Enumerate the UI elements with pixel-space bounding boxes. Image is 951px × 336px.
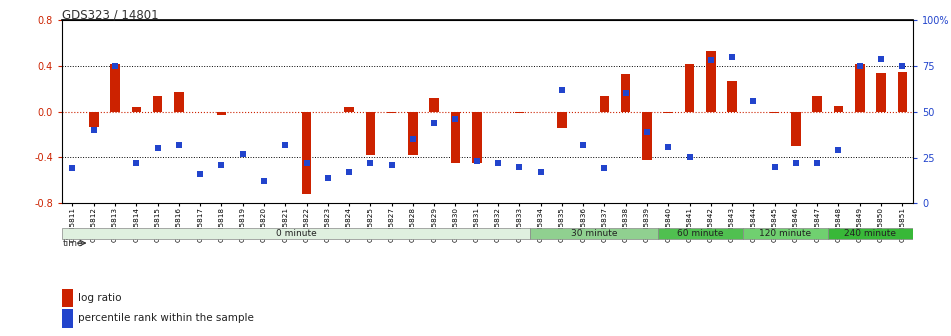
Bar <box>557 112 567 128</box>
Point <box>235 151 250 157</box>
Point <box>618 91 633 96</box>
Point <box>597 166 612 171</box>
Point <box>448 116 463 122</box>
Point <box>767 164 783 169</box>
Bar <box>664 112 673 113</box>
Bar <box>876 73 885 112</box>
Point <box>852 63 867 69</box>
Bar <box>430 98 439 112</box>
Point <box>214 162 229 168</box>
Bar <box>217 112 226 115</box>
Point <box>341 169 357 175</box>
Point <box>320 175 336 180</box>
Bar <box>600 96 610 112</box>
Bar <box>743 228 827 239</box>
Point <box>746 98 761 103</box>
Text: percentile rank within the sample: percentile rank within the sample <box>78 313 254 323</box>
Point <box>661 144 676 149</box>
Bar <box>834 106 844 112</box>
Text: time: time <box>63 239 84 248</box>
Bar <box>174 92 184 112</box>
Bar <box>62 228 530 239</box>
Bar <box>642 112 651 160</box>
Bar <box>472 112 481 163</box>
Point <box>491 160 506 166</box>
Point <box>512 164 527 169</box>
Bar <box>514 112 524 113</box>
Point <box>575 142 591 148</box>
Bar <box>530 228 658 239</box>
Point <box>682 155 697 160</box>
Point <box>192 171 207 177</box>
Point <box>788 160 804 166</box>
Text: 60 minute: 60 minute <box>677 229 724 238</box>
Bar <box>301 112 311 194</box>
Point <box>554 87 570 92</box>
Point <box>87 127 102 133</box>
Bar <box>685 64 694 112</box>
Point <box>725 54 740 59</box>
Bar <box>408 112 417 155</box>
Point <box>128 160 144 166</box>
Point <box>873 56 888 61</box>
Point <box>171 142 186 148</box>
Point <box>299 160 314 166</box>
Point <box>107 63 123 69</box>
Point <box>278 142 293 148</box>
Point <box>405 136 420 142</box>
Point <box>533 169 548 175</box>
Point <box>362 160 378 166</box>
Point <box>427 120 442 125</box>
Bar <box>827 228 913 239</box>
Bar <box>89 112 99 127</box>
Bar <box>728 81 737 112</box>
Point <box>384 162 399 168</box>
Text: 120 minute: 120 minute <box>759 229 811 238</box>
Text: GDS323 / 14801: GDS323 / 14801 <box>62 8 159 22</box>
Bar <box>706 51 715 112</box>
Bar <box>365 112 375 155</box>
Point <box>895 63 910 69</box>
Text: 30 minute: 30 minute <box>571 229 617 238</box>
Point <box>831 148 846 153</box>
Bar <box>855 64 864 112</box>
Bar <box>451 112 460 163</box>
Bar <box>344 107 354 112</box>
Text: 0 minute: 0 minute <box>276 229 317 238</box>
Bar <box>658 228 743 239</box>
Point <box>809 160 825 166</box>
Bar <box>791 112 801 146</box>
Point <box>65 166 80 171</box>
Bar <box>898 72 907 112</box>
Point <box>469 159 484 164</box>
Bar <box>131 107 141 112</box>
Bar <box>812 96 822 112</box>
Bar <box>770 112 780 113</box>
Point <box>257 179 272 184</box>
Bar <box>387 112 397 113</box>
Point <box>703 58 718 63</box>
Bar <box>621 74 631 112</box>
Bar <box>153 96 163 112</box>
Point <box>150 146 165 151</box>
Bar <box>110 64 120 112</box>
Point <box>639 129 654 134</box>
Text: log ratio: log ratio <box>78 293 122 303</box>
Text: 240 minute: 240 minute <box>844 229 897 238</box>
